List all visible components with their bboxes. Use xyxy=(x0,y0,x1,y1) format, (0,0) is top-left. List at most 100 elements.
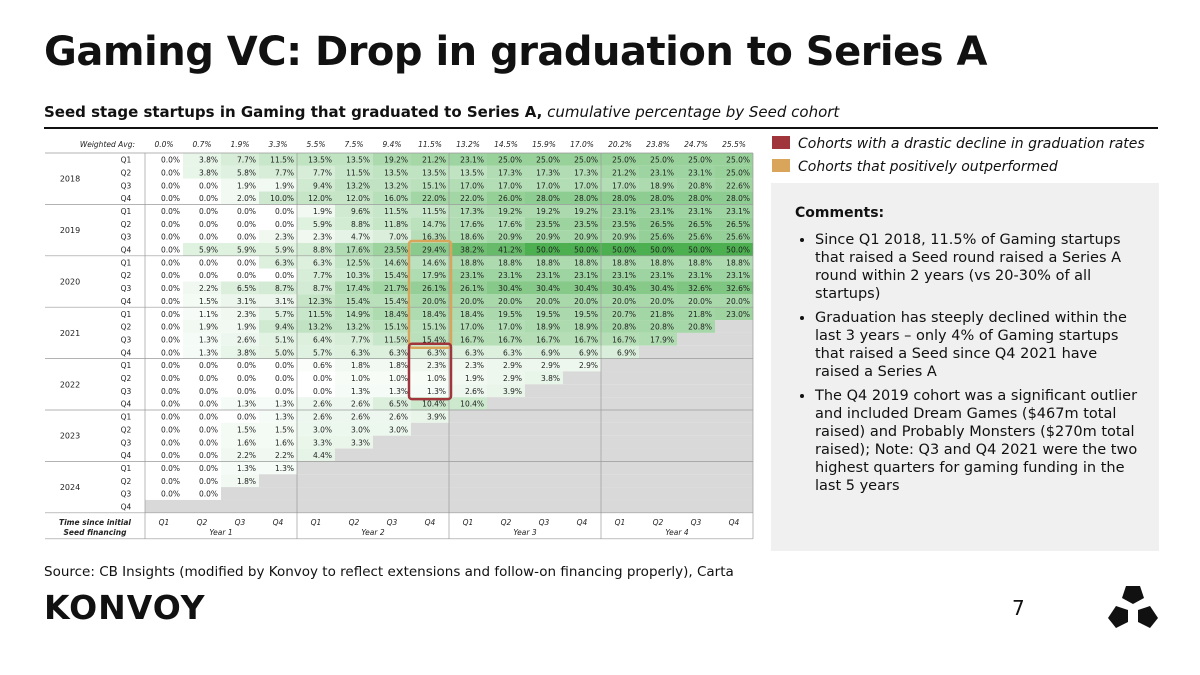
heatmap-cell xyxy=(259,307,297,321)
heatmap-cell xyxy=(183,422,221,436)
heatmap-cell xyxy=(145,255,183,269)
cell-value: 0.0% xyxy=(237,207,256,216)
cell-value: 21.2% xyxy=(422,156,446,165)
x-axis-title-line2: Seed financing xyxy=(64,528,128,537)
heatmap-cell xyxy=(335,307,373,321)
heatmap-cell xyxy=(259,268,297,282)
empty-cell xyxy=(639,448,677,462)
cell-value: 50.0% xyxy=(726,246,750,255)
weighted-avg-value: 23.8% xyxy=(646,140,670,149)
heatmap-cell xyxy=(183,461,221,475)
heatmap-cell xyxy=(183,281,221,295)
empty-cell xyxy=(373,435,411,449)
cell-value: 2.3% xyxy=(313,233,332,242)
cell-value: 0.0% xyxy=(199,451,218,460)
cell-value: 0.0% xyxy=(275,387,294,396)
cell-value: 5.1% xyxy=(275,335,294,344)
heatmap-cell xyxy=(221,332,259,346)
heatmap-cell xyxy=(183,242,221,256)
cell-value: 13.2% xyxy=(384,181,408,190)
empty-cell xyxy=(449,461,487,475)
empty-cell xyxy=(601,410,639,423)
cell-value: 2.6% xyxy=(389,413,408,422)
heatmap-cell xyxy=(145,230,183,243)
cell-value: 0.0% xyxy=(161,451,180,460)
heatmap-cell xyxy=(563,191,601,205)
row-quarter-label: Q3 xyxy=(121,438,132,447)
heatmap-cell xyxy=(601,332,639,346)
heatmap-cell xyxy=(183,153,221,166)
heatmap-cell xyxy=(639,153,677,166)
heatmap-cell xyxy=(601,230,639,243)
heatmap-cell xyxy=(601,255,639,269)
cell-value: 10.4% xyxy=(422,400,446,409)
heatmap-cell xyxy=(259,204,297,218)
comment-bullet: Graduation has steeply declined within t… xyxy=(815,309,1145,381)
cell-value: 3.0% xyxy=(351,425,370,434)
heatmap-cell xyxy=(639,191,677,205)
heatmap-cell xyxy=(373,345,411,359)
heatmap-cell xyxy=(449,294,487,308)
heatmap-cell xyxy=(639,255,677,269)
cell-value: 25.6% xyxy=(726,233,750,242)
heatmap-cell xyxy=(297,358,335,372)
heatmap-cell xyxy=(221,397,259,410)
x-quarter-label: Q4 xyxy=(729,518,740,527)
heatmap-cell xyxy=(259,345,297,359)
heatmap-cell xyxy=(145,217,183,231)
cell-value: 0.0% xyxy=(199,194,218,203)
empty-cell xyxy=(715,499,753,513)
empty-cell xyxy=(259,499,297,513)
row-quarter-label: Q3 xyxy=(121,335,132,344)
x-quarter-label: Q3 xyxy=(691,518,702,527)
heatmap-cell xyxy=(487,307,525,321)
empty-cell xyxy=(677,435,715,449)
heatmap-cell xyxy=(221,371,259,385)
heatmap-cell xyxy=(221,294,259,308)
cell-value: 38.2% xyxy=(460,246,484,255)
empty-cell xyxy=(449,448,487,462)
x-quarter-label: Q2 xyxy=(501,518,512,527)
heatmap-cell xyxy=(221,191,259,205)
weighted-avg-value: 9.4% xyxy=(382,140,401,149)
cell-value: 26.0% xyxy=(498,194,522,203)
heatmap-cell xyxy=(373,153,411,166)
empty-cell xyxy=(449,487,487,500)
cell-value: 10.4% xyxy=(460,400,484,409)
cell-value: 2.9% xyxy=(541,361,560,370)
heatmap-cell xyxy=(601,345,639,359)
heatmap-cell xyxy=(601,320,639,333)
heatmap-cell xyxy=(221,448,259,462)
empty-cell xyxy=(335,499,373,513)
cell-value: 23.5% xyxy=(536,220,560,229)
empty-cell xyxy=(563,422,601,436)
x-quarter-label: Q3 xyxy=(387,518,398,527)
empty-cell xyxy=(411,422,449,436)
heatmap-cell xyxy=(601,204,639,218)
cell-value: 18.8% xyxy=(726,258,750,267)
cell-value: 23.1% xyxy=(536,271,560,280)
heatmap-cell xyxy=(145,320,183,333)
comments-list: Since Q1 2018, 11.5% of Gaming startups … xyxy=(771,231,1159,495)
heatmap-cell xyxy=(601,191,639,205)
cell-value: 20.0% xyxy=(650,297,674,306)
cell-value: 1.3% xyxy=(199,348,218,357)
cell-value: 20.0% xyxy=(612,297,636,306)
heatmap-cell xyxy=(563,178,601,192)
heatmap-cell xyxy=(183,178,221,192)
cell-value: 6.5% xyxy=(389,400,408,409)
heatmap-cell xyxy=(221,153,259,166)
heatmap-cell xyxy=(411,191,449,205)
cell-value: 2.2% xyxy=(199,284,218,293)
heatmap-cell xyxy=(411,178,449,192)
heatmap-cell xyxy=(487,320,525,333)
cell-value: 2.3% xyxy=(465,361,484,370)
heatmap-cell xyxy=(525,165,563,179)
heatmap-cell xyxy=(183,487,221,500)
cell-value: 6.9% xyxy=(541,348,560,357)
cell-value: 20.0% xyxy=(536,297,560,306)
heatmap-cell xyxy=(677,294,715,308)
heatmap-cell xyxy=(563,320,601,333)
heatmap-cell xyxy=(221,461,259,475)
x-quarter-label: Q1 xyxy=(463,518,474,527)
